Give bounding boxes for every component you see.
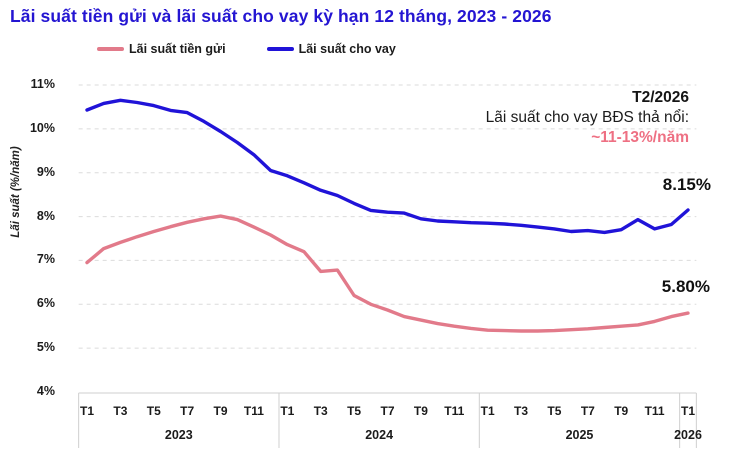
x-tick-label: T5 <box>347 404 362 418</box>
x-tick-label: T7 <box>380 404 395 418</box>
x-tick-label: T7 <box>580 404 595 418</box>
chart-title: Lãi suất tiền gửi và lãi suất cho vay kỳ… <box>10 6 552 26</box>
y-tick-label: 5% <box>36 340 55 355</box>
x-tick-label: T3 <box>514 404 529 418</box>
annotation-text: Lãi suất cho vay BĐS thả nổi: <box>485 109 689 126</box>
x-tick-label: T7 <box>180 404 195 418</box>
x-tick-label: T9 <box>413 404 428 418</box>
y-tick-label: 4% <box>36 384 55 398</box>
x-tick-label: T11 <box>243 404 264 418</box>
x-year-label: 2026 <box>674 428 702 442</box>
series-line-lending <box>85 98 690 235</box>
x-tick-label: T11 <box>644 404 665 418</box>
x-tick-label: T11 <box>444 404 465 418</box>
x-tick-label: T1 <box>480 404 495 418</box>
annotation-period: T2/2026 <box>632 89 689 106</box>
legend-label-lending: Lãi suất cho vay <box>298 42 396 56</box>
x-tick-label: T9 <box>614 404 629 418</box>
x-year-label: 2023 <box>164 428 193 442</box>
x-tick-label: T3 <box>313 404 328 418</box>
lending-line-swatch <box>266 47 294 51</box>
y-tick-label: 8% <box>36 208 55 223</box>
y-tick-label: 7% <box>36 252 55 267</box>
x-tick-label: T1 <box>680 404 695 418</box>
x-tick-label: T3 <box>113 404 128 418</box>
annotation-note: T2/2026 Lãi suất cho vay BĐS thả nổi: ~1… <box>486 88 689 148</box>
x-tick-label: T1 <box>280 404 295 418</box>
deposit-line-swatch <box>97 47 124 51</box>
x-year-label: 2025 <box>565 428 594 442</box>
legend-label-deposit: Lãi suất tiền gửi <box>129 42 226 56</box>
y-tick-label: 11% <box>30 77 55 91</box>
y-tick-label: 6% <box>36 296 55 311</box>
x-tick-label: T9 <box>213 404 228 418</box>
annotation-rate-range: ~11-13%/năm <box>591 129 689 146</box>
legend-item-lending[interactable]: Lãi suất cho vay <box>266 42 396 56</box>
y-tick-label: 10% <box>29 120 55 135</box>
x-year-label: 2024 <box>365 428 394 442</box>
series-line-deposit <box>85 214 690 333</box>
x-tick-label: T1 <box>79 404 94 418</box>
deposit-end-label: 5.80% <box>661 277 710 296</box>
legend: Lãi suất tiền gửi Lãi suất cho vay <box>97 42 396 56</box>
x-tick-label: T5 <box>547 404 562 418</box>
x-tick-label: T5 <box>146 404 161 418</box>
lending-end-label: 8.15% <box>662 175 711 194</box>
y-tick-label: 9% <box>36 164 55 179</box>
legend-item-deposit[interactable]: Lãi suất tiền gửi <box>97 42 226 56</box>
